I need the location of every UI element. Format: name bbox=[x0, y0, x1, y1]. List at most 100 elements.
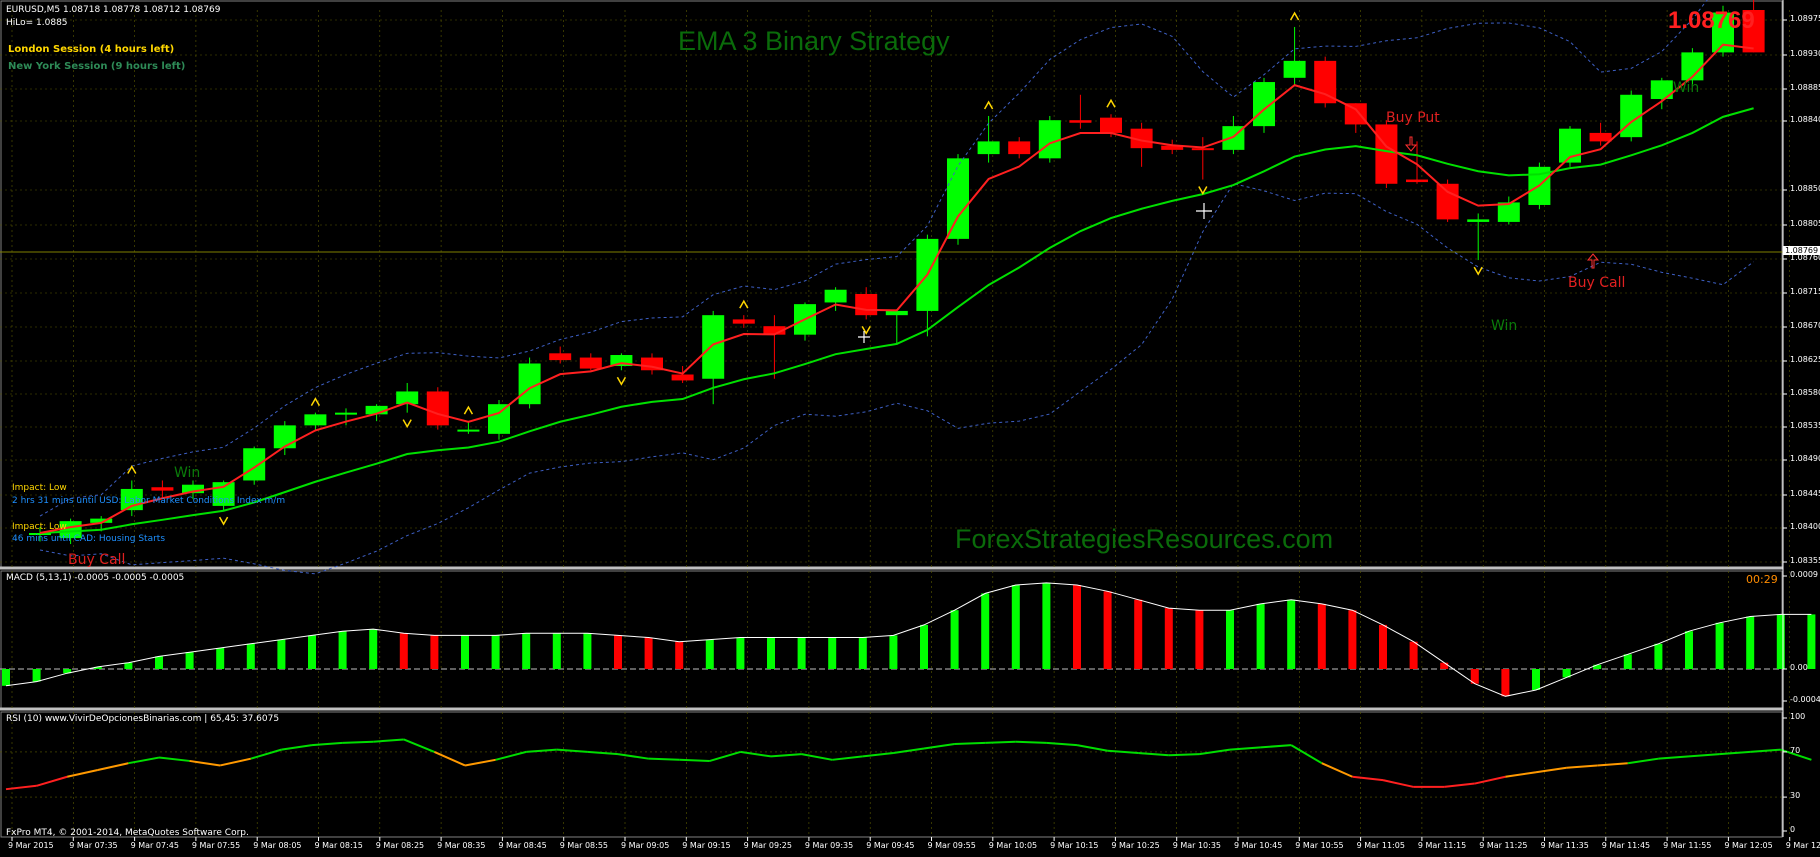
candle-body bbox=[579, 357, 602, 369]
macd-histogram-bar bbox=[1562, 669, 1571, 678]
rsi-line-segment bbox=[250, 748, 282, 760]
time-tick-label: 9 Mar 12:05 bbox=[1724, 841, 1773, 850]
macd-tick-label: 0.00 bbox=[1790, 663, 1808, 672]
candle-body bbox=[151, 487, 174, 491]
time-tick-label: 9 Mar 09:55 bbox=[927, 841, 976, 850]
macd-histogram-bar bbox=[705, 639, 714, 669]
candle-body bbox=[1069, 120, 1092, 123]
macd-histogram-bar bbox=[889, 635, 898, 669]
candle-body bbox=[885, 310, 908, 316]
candle-body bbox=[1100, 117, 1122, 133]
macd-histogram-bar bbox=[858, 637, 867, 669]
candle-body bbox=[671, 374, 694, 381]
candle-body bbox=[1467, 219, 1490, 222]
candle-body bbox=[549, 353, 572, 361]
rsi-line-segment bbox=[1260, 744, 1292, 749]
macd-histogram-bar bbox=[1532, 669, 1540, 690]
macd-tick-label: -0.0004 bbox=[1790, 695, 1820, 704]
macd-histogram-bar bbox=[32, 669, 41, 682]
rsi-line-segment bbox=[526, 748, 557, 753]
candle-body bbox=[732, 319, 755, 324]
time-tick-label: 9 Mar 10:25 bbox=[1111, 841, 1160, 850]
time-tick-label: 9 Mar 08:35 bbox=[437, 841, 486, 850]
price-tick-label: 1.08490 bbox=[1790, 454, 1820, 463]
time-tick-label: 9 Mar 10:55 bbox=[1295, 841, 1344, 850]
current-price-tag: 1.08769 bbox=[1783, 246, 1820, 255]
macd-histogram-bar bbox=[246, 643, 255, 669]
candle-body bbox=[1589, 132, 1612, 142]
candle-body bbox=[365, 405, 388, 415]
rsi-line-segment bbox=[311, 741, 343, 747]
macd-histogram-bar bbox=[216, 648, 225, 669]
price-tick-label: 1.08805 bbox=[1790, 219, 1820, 228]
macd-histogram-bar bbox=[1379, 624, 1387, 669]
rsi-line-segment bbox=[1107, 749, 1139, 755]
rsi-line-segment bbox=[587, 750, 619, 756]
candle-body bbox=[855, 293, 878, 316]
time-tick-label: 9 Mar 11:25 bbox=[1479, 841, 1528, 850]
candle-body bbox=[1283, 60, 1306, 78]
rsi-label: RSI (10) www.VivirDeOpcionesBinarias.com… bbox=[6, 714, 280, 724]
price-tick-label: 1.08355 bbox=[1790, 556, 1820, 565]
fractal-arrow-icon bbox=[463, 405, 474, 415]
time-tick-label: 9 Mar 08:15 bbox=[314, 841, 363, 850]
fractal-arrow-icon bbox=[402, 419, 412, 429]
macd-histogram-bar bbox=[1134, 599, 1143, 669]
annotation-win-2: Win bbox=[1491, 318, 1518, 334]
rsi-line-segment bbox=[219, 757, 252, 767]
copyright: FxPro MT4, © 2001-2014, MetaQuotes Softw… bbox=[6, 828, 249, 838]
macd-histogram-bar bbox=[736, 637, 745, 669]
annotation-buy-put: Buy Put bbox=[1386, 110, 1440, 126]
time-tick-label: 9 Mar 09:35 bbox=[804, 841, 854, 850]
macd-histogram-bar bbox=[369, 629, 378, 669]
rsi-line-segment bbox=[495, 750, 527, 761]
macd-histogram-bar bbox=[552, 633, 561, 669]
fractal-arrow-icon bbox=[1198, 186, 1208, 196]
rsi-tick-label: 70 bbox=[1790, 745, 1801, 755]
bollinger-lower bbox=[39, 183, 1754, 575]
ema3-line bbox=[39, 43, 1754, 535]
rsi-line-segment bbox=[342, 740, 374, 744]
rsi-line-segment bbox=[1046, 741, 1078, 747]
macd-label: MACD (5,13,1) -0.0005 -0.0005 -0.0005 bbox=[6, 573, 185, 583]
time-tick-label: 9 Mar 10:15 bbox=[1050, 841, 1099, 850]
macd-histogram-bar bbox=[675, 641, 684, 669]
macd-histogram-bar bbox=[155, 656, 163, 669]
fractal-arrow-icon bbox=[1473, 266, 1483, 276]
buy-put-arrow-icon bbox=[1404, 136, 1418, 152]
fractal-arrow-icon bbox=[616, 376, 627, 386]
rsi-line-segment bbox=[1505, 771, 1537, 778]
time-tick-label: 9 Mar 08:45 bbox=[498, 841, 547, 850]
fractal-arrow-icon bbox=[310, 397, 321, 407]
price-tick-label: 1.08975 bbox=[1790, 14, 1820, 23]
main-pane-border bbox=[0, 0, 1783, 568]
macd-histogram-bar bbox=[1685, 631, 1693, 669]
rsi-line-segment bbox=[801, 753, 833, 761]
rsi-line-segment bbox=[464, 758, 496, 767]
time-tick-label: 9 Mar 10:45 bbox=[1234, 841, 1283, 850]
rsi-line-segment bbox=[1352, 775, 1384, 782]
price-tick-label: 1.08625 bbox=[1790, 355, 1820, 364]
macd-histogram-bar bbox=[491, 635, 500, 669]
time-tick-label: 9 Mar 2015 bbox=[8, 841, 54, 850]
fractal-arrow-icon bbox=[739, 299, 749, 309]
rsi-line-segment bbox=[770, 753, 802, 758]
macd-histogram-bar bbox=[797, 637, 806, 669]
price-tick-label: 1.08840 bbox=[1790, 115, 1820, 124]
fractal-arrow-icon bbox=[1289, 11, 1300, 21]
price-tick-label: 1.08400 bbox=[1790, 522, 1820, 531]
macd-histogram-bar bbox=[1226, 610, 1234, 669]
candle-body bbox=[977, 141, 1000, 155]
rsi-tick-label: 0 bbox=[1790, 825, 1796, 834]
candle-body bbox=[1650, 80, 1673, 100]
candle-body bbox=[1436, 183, 1459, 220]
rsi-line-segment bbox=[189, 759, 221, 767]
candle-body bbox=[335, 412, 357, 415]
rsi-line-segment bbox=[679, 758, 710, 762]
rsi-line-segment bbox=[1138, 752, 1169, 757]
watermark: ForexStrategiesResources.com bbox=[955, 524, 1334, 554]
rsi-line-segment bbox=[1015, 740, 1047, 744]
rsi-tick-label: 30 bbox=[1790, 791, 1801, 801]
